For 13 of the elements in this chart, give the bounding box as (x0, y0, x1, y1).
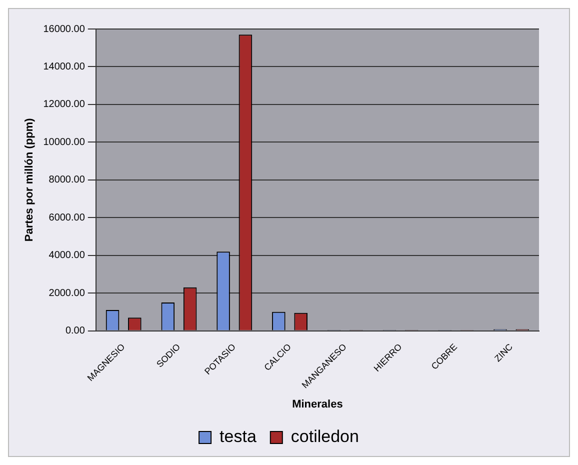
y-tick-label: 6000.00 (48, 212, 86, 224)
y-tick-label: 16000.00 (43, 24, 86, 35)
y-tick-label: 10000.00 (43, 136, 86, 148)
y-tick-label: 8000.00 (48, 174, 86, 186)
y-tick-label: 0.00 (65, 326, 86, 337)
y-tick-label: 12000.00 (43, 99, 86, 110)
y-tick-label: 4000.00 (48, 250, 86, 262)
legend-label: cotiledon (290, 427, 359, 446)
y-axis-title: Partes por millón (ppm) (24, 118, 36, 242)
y-tick-label: 2000.00 (48, 288, 86, 299)
legend-label: testa (220, 427, 257, 446)
x-axis-title: Minerales (292, 398, 343, 410)
y-tick-label: 14000.00 (43, 61, 86, 72)
